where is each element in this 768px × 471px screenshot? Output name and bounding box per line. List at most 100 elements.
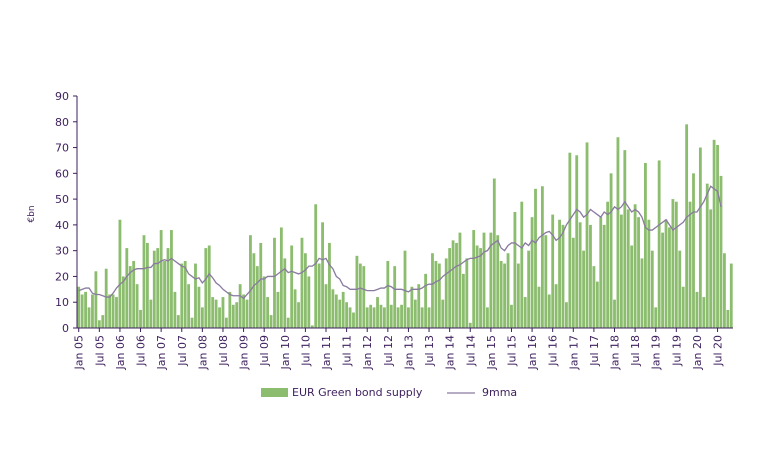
bar <box>437 263 441 328</box>
bar <box>214 299 218 328</box>
bar <box>328 242 331 328</box>
bar <box>290 245 294 328</box>
bar <box>685 124 689 328</box>
y-tick-label: 10 <box>55 296 69 309</box>
bar <box>540 186 544 328</box>
y-tick-label: 40 <box>55 219 69 232</box>
bar <box>513 212 517 328</box>
bar <box>87 307 91 328</box>
bar <box>200 307 204 328</box>
bar <box>345 302 349 328</box>
bar <box>355 255 359 328</box>
bar <box>180 263 184 328</box>
bar <box>688 201 692 328</box>
bar <box>101 315 105 328</box>
bar <box>626 209 630 328</box>
bar <box>389 304 393 328</box>
bar <box>726 309 730 328</box>
x-tick-label: Jan 05 <box>73 335 86 370</box>
bar <box>506 253 510 328</box>
bar <box>609 173 613 328</box>
bar <box>317 263 321 328</box>
x-tick-label: Jan 11 <box>320 335 333 370</box>
bar <box>197 286 201 328</box>
bar <box>293 289 297 328</box>
bar <box>602 224 606 328</box>
bar <box>616 137 620 328</box>
bar <box>156 248 160 328</box>
y-tick-label: 70 <box>55 142 69 155</box>
bar <box>235 302 239 328</box>
legend-bar-label: EUR Green bond supply <box>292 386 423 399</box>
bar <box>654 307 658 328</box>
bar <box>269 315 273 328</box>
x-tick-label: Jan 12 <box>361 335 374 370</box>
bar <box>228 291 232 328</box>
bar <box>489 232 493 328</box>
bar <box>204 248 208 328</box>
bar <box>712 139 716 328</box>
bar <box>121 276 125 328</box>
bar <box>128 266 132 328</box>
bar <box>334 294 338 328</box>
bar <box>503 263 507 328</box>
y-axis: 0 10 20 30 40 50 60 70 80 90 <box>55 90 78 335</box>
bar <box>475 245 479 328</box>
bar <box>170 230 173 328</box>
bar <box>77 286 81 328</box>
bar <box>644 163 647 328</box>
bar <box>468 322 472 328</box>
bar <box>537 286 541 328</box>
x-tick-label: Jul 14 <box>464 335 477 367</box>
bar <box>434 260 438 328</box>
bar <box>657 160 661 328</box>
bar <box>705 183 709 328</box>
bar <box>695 291 699 328</box>
bar <box>307 276 311 328</box>
x-tick-label: Jul 08 <box>217 335 230 367</box>
bar <box>482 232 486 328</box>
bar <box>80 294 84 328</box>
bar <box>324 284 328 328</box>
bar <box>606 201 610 328</box>
bar <box>321 222 324 328</box>
bar <box>115 297 118 328</box>
bar <box>496 235 500 328</box>
bar <box>575 155 579 328</box>
bar <box>547 294 551 328</box>
bar <box>664 219 668 328</box>
bar <box>530 217 534 328</box>
x-tick-label: Jan 10 <box>279 335 292 370</box>
x-tick-label: Jan 06 <box>114 335 127 370</box>
bar <box>94 271 98 328</box>
bar <box>379 304 383 328</box>
bar <box>472 230 476 328</box>
x-tick-label: Jan 09 <box>238 335 251 370</box>
bar <box>599 217 603 328</box>
x-tick-label: Jan 18 <box>609 335 622 370</box>
bar <box>314 204 318 328</box>
bar <box>97 320 101 328</box>
bar <box>300 237 304 328</box>
bar <box>451 240 455 328</box>
bar <box>279 227 283 328</box>
bar <box>554 284 558 328</box>
bar <box>331 289 335 328</box>
bar <box>283 258 287 328</box>
bar <box>619 214 623 328</box>
bar <box>166 248 170 328</box>
bar <box>266 297 270 328</box>
bar <box>424 273 428 328</box>
bar <box>365 307 369 328</box>
bar <box>444 258 448 328</box>
bar <box>132 260 136 328</box>
bar <box>716 144 719 328</box>
bar <box>458 232 462 328</box>
x-tick-label: Jul 15 <box>505 335 518 367</box>
bar <box>431 253 434 328</box>
bar <box>420 307 424 328</box>
bar <box>372 307 376 328</box>
bar <box>698 147 702 328</box>
y-tick-label: 20 <box>55 270 69 283</box>
bar <box>678 250 682 328</box>
